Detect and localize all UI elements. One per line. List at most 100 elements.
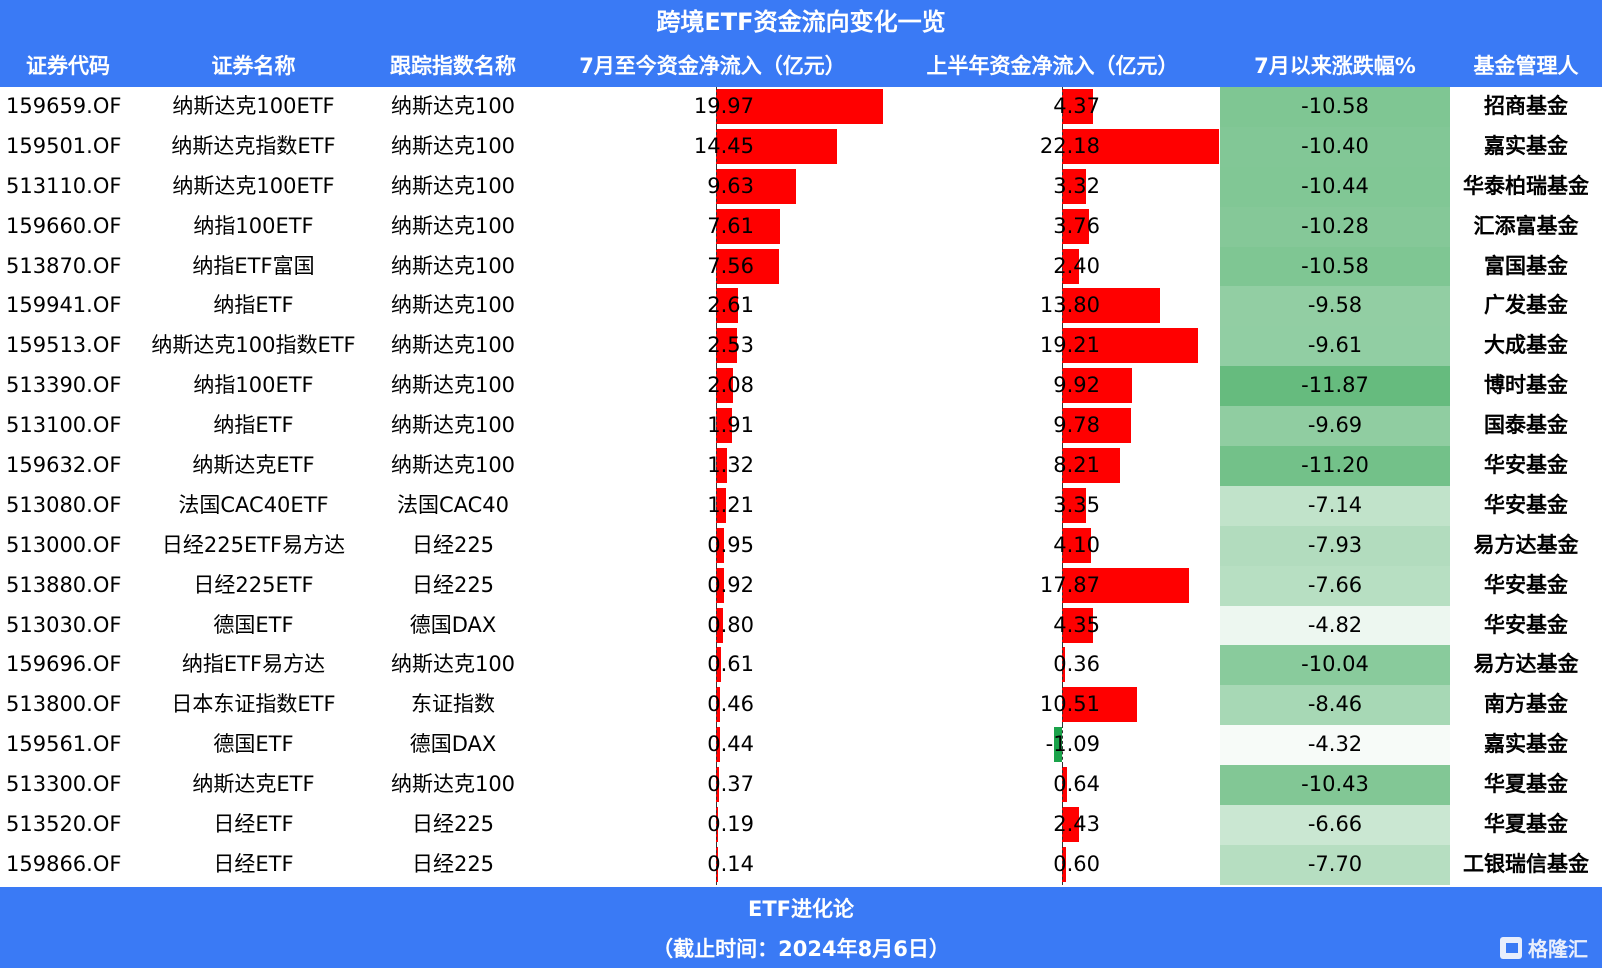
cell-index: 东证指数 (411, 692, 495, 717)
cell-manager: 大成基金 (1484, 333, 1568, 358)
zero-axis (716, 565, 717, 606)
cell-pct: -9.58 (1220, 286, 1450, 327)
cell-index: 日经225 (411, 532, 495, 557)
cell-index: 纳斯达克100 (390, 293, 516, 318)
zero-axis (1062, 685, 1063, 726)
cell-name: 日经225ETF (193, 572, 314, 597)
cell-name: 法国CAC40ETF (178, 492, 329, 517)
positive-bar (1062, 448, 1121, 484)
cell-name: 德国ETF (213, 732, 294, 757)
flow-value: 4.35 (1053, 612, 1100, 637)
zero-axis (1062, 286, 1063, 327)
zero-axis (1062, 87, 1063, 127)
cell-pct: -11.20 (1220, 446, 1450, 486)
flow-value: 2.61 (707, 293, 754, 318)
zero-axis (716, 725, 717, 766)
table-row: 159941.OF 纳指ETF 纳斯达克100 2.61 13.80 -9.58 广发基金 (0, 286, 1602, 327)
zero-axis (716, 166, 717, 207)
flow-value: 4.10 (1053, 532, 1100, 557)
cell-index: 德国DAX (409, 612, 497, 637)
h1-flow-cell: 0.60 (0, 844, 1602, 885)
flow-value: 1.21 (707, 492, 754, 517)
h1-flow-cell: 22.18 (0, 126, 1602, 167)
cell-code: 513100.OF (6, 413, 122, 438)
cell-manager: 华夏基金 (1484, 812, 1568, 837)
cell-manager: 嘉实基金 (1484, 732, 1568, 757)
cell-index: 纳斯达克100 (390, 772, 516, 797)
positive-bar (716, 527, 724, 563)
zero-axis (1062, 805, 1063, 845)
header-name: 证券名称 (211, 54, 296, 78)
h1-flow-cell: 3.35 (0, 485, 1602, 526)
cell-name: 纳指ETF (213, 293, 294, 318)
cell-name: 日本东证指数ETF (171, 692, 336, 717)
july-flow-cell: 0.44 (0, 725, 1602, 766)
cell-name: 日经ETF (213, 851, 294, 876)
h1-flow-cell: 17.87 (0, 565, 1602, 606)
footer: ETF进化论 （截止时间：2024年8月6日） 格隆汇 (0, 887, 1602, 968)
zero-axis (716, 406, 717, 447)
cell-index: 纳斯达克100 (390, 253, 516, 278)
positive-bar (1062, 807, 1080, 843)
flow-value: 0.60 (1053, 851, 1100, 876)
positive-bar (1062, 89, 1094, 124)
table-row: 159659.OF 纳斯达克100ETF 纳斯达克100 19.97 4.37 -10.5… (0, 87, 1602, 127)
h1-flow-cell: 3.76 (0, 206, 1602, 247)
positive-bar (1062, 208, 1089, 244)
cell-index: 纳斯达克100 (390, 94, 516, 118)
cell-index: 日经225 (411, 851, 495, 876)
positive-bar (716, 687, 720, 723)
positive-bar (716, 368, 734, 404)
positive-bar (716, 767, 720, 803)
positive-bar (716, 567, 724, 603)
cell-manager: 招商基金 (1484, 94, 1568, 118)
flow-value: -1.09 (1045, 732, 1100, 757)
cell-pct: -10.28 (1220, 206, 1450, 247)
positive-bar (1062, 408, 1132, 444)
positive-bar (1062, 248, 1080, 284)
july-flow-cell: 0.61 (0, 645, 1602, 686)
header-index: 跟踪指数名称 (390, 54, 516, 78)
cell-name: 日经225ETF易方达 (161, 532, 346, 557)
flow-value: 0.19 (707, 812, 754, 837)
cell-code: 159513.OF (6, 333, 122, 358)
july-flow-cell: 2.53 (0, 326, 1602, 367)
header-manager: 基金管理人 (1473, 54, 1579, 78)
cell-manager: 国泰基金 (1484, 413, 1568, 438)
cell-manager: 富国基金 (1484, 253, 1568, 278)
zero-axis (1062, 126, 1063, 167)
h1-flow-cell: 13.80 (0, 286, 1602, 327)
positive-bar (1062, 368, 1133, 404)
flow-value: 17.87 (1039, 572, 1100, 597)
flow-value: 1.91 (707, 413, 754, 438)
table-row: 159561.OF 德国ETF 德国DAX 0.44 -1.09 -4.32 嘉实基金 (0, 725, 1602, 766)
cell-code: 513800.OF (6, 692, 122, 717)
cell-manager: 华安基金 (1484, 453, 1568, 478)
table-row: 513300.OF 纳斯达克ETF 纳斯达克100 0.37 0.64 -10.43 华夏基… (0, 765, 1602, 806)
cell-name: 纳指100ETF (193, 213, 314, 238)
flow-value: 0.61 (707, 652, 754, 677)
positive-bar (716, 487, 727, 523)
zero-axis (1062, 645, 1063, 686)
zero-axis (716, 286, 717, 327)
cell-name: 纳斯达克指数ETF (171, 133, 336, 158)
cell-manager: 华安基金 (1484, 572, 1568, 597)
positive-bar (716, 647, 722, 683)
zero-axis (1062, 844, 1063, 885)
h1-flow-cell: 9.78 (0, 406, 1602, 447)
positive-bar (1062, 527, 1092, 563)
zero-axis (1062, 565, 1063, 606)
flow-value: 0.64 (1053, 772, 1100, 797)
cell-name: 纳斯达克ETF (192, 453, 315, 478)
july-flow-cell: 1.32 (0, 446, 1602, 486)
cell-name: 纳斯达克100ETF (172, 173, 335, 198)
positive-bar (716, 807, 718, 843)
july-flow-cell: 7.56 (0, 246, 1602, 287)
cell-manager: 广发基金 (1484, 293, 1568, 318)
h1-flow-cell: 8.21 (0, 446, 1602, 486)
positive-bar (716, 168, 797, 204)
table-row: 159501.OF 纳斯达克指数ETF 纳斯达克100 14.45 22.18 -10.4… (0, 126, 1602, 167)
cell-index: 日经225 (411, 572, 495, 597)
cell-pct: -7.70 (1220, 844, 1450, 885)
footer-date: （截止时间：2024年8月6日） (652, 937, 950, 961)
